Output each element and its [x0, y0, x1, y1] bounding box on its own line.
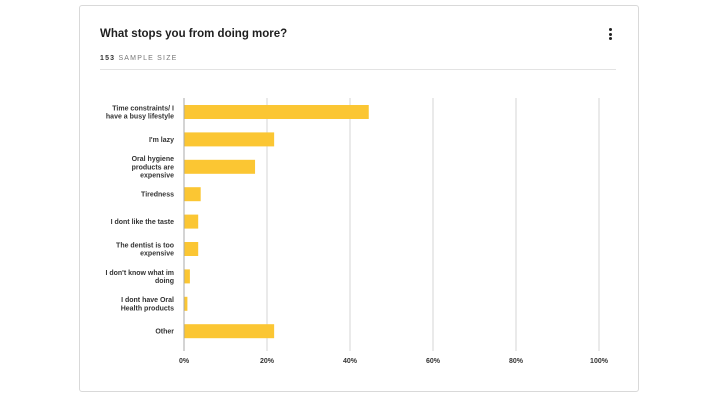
sample-size-value: 153: [100, 55, 116, 62]
bar[interactable]: [184, 187, 201, 202]
category-label-line: Time constraints/ I: [112, 105, 174, 112]
more-options-icon[interactable]: [606, 26, 614, 42]
bar-chart: Time constraints/ I have a busy lifestyle…: [105, 98, 609, 365]
sample-size: 153 SAMPLE SIZE: [100, 55, 178, 62]
category-label-line: expensive: [140, 251, 174, 258]
x-tick-label: 100%: [590, 358, 609, 365]
category-label: I'm lazy: [149, 137, 174, 144]
category-label: Tiredness: [141, 192, 174, 199]
category-label-line: doing: [155, 278, 174, 285]
bar[interactable]: [184, 132, 275, 147]
category-label-line: I don't know what im: [105, 270, 174, 277]
category-label: I dont like the taste: [111, 219, 175, 226]
header-divider: [100, 69, 616, 70]
category-label: The dentist is too expensive: [116, 242, 174, 257]
category-label-line: The dentist is too: [116, 242, 174, 249]
x-tick-label: 80%: [509, 358, 524, 365]
x-tick-label: 0%: [179, 358, 190, 365]
category-label: I dont have Oral Health products: [121, 297, 174, 312]
category-label-line: Tiredness: [141, 192, 174, 199]
category-label-line: Health products: [121, 305, 174, 312]
x-tick-label: 40%: [343, 358, 358, 365]
category-label: Oral hygiene products are expensive: [132, 156, 175, 179]
bar[interactable]: [184, 105, 369, 119]
category-label: Other: [155, 329, 174, 336]
category-label: Time constraints/ I have a busy lifestyle: [106, 105, 174, 120]
category-label-line: have a busy lifestyle: [106, 114, 174, 121]
bar[interactable]: [184, 324, 275, 339]
x-tick-label: 60%: [426, 358, 441, 365]
chart-title: What stops you from doing more?: [100, 28, 288, 40]
category-label-line: Other: [155, 329, 174, 336]
bar[interactable]: [184, 242, 199, 256]
sample-size-label: SAMPLE SIZE: [118, 55, 178, 62]
x-tick-label: 20%: [260, 358, 275, 365]
chart-card: What stops you from doing more? 153 SAMP…: [79, 5, 639, 392]
bar[interactable]: [184, 159, 256, 174]
category-label-line: I dont have Oral: [121, 297, 174, 304]
bar[interactable]: [184, 269, 190, 284]
category-label-line: products are: [132, 164, 175, 171]
bar[interactable]: [184, 214, 199, 229]
category-label-line: I'm lazy: [149, 137, 174, 144]
category-label: I don't know what im doing: [105, 270, 174, 285]
category-label-line: expensive: [140, 173, 174, 180]
category-label-line: Oral hygiene: [132, 156, 175, 163]
bar[interactable]: [184, 296, 188, 311]
category-label-line: I dont like the taste: [111, 219, 175, 226]
